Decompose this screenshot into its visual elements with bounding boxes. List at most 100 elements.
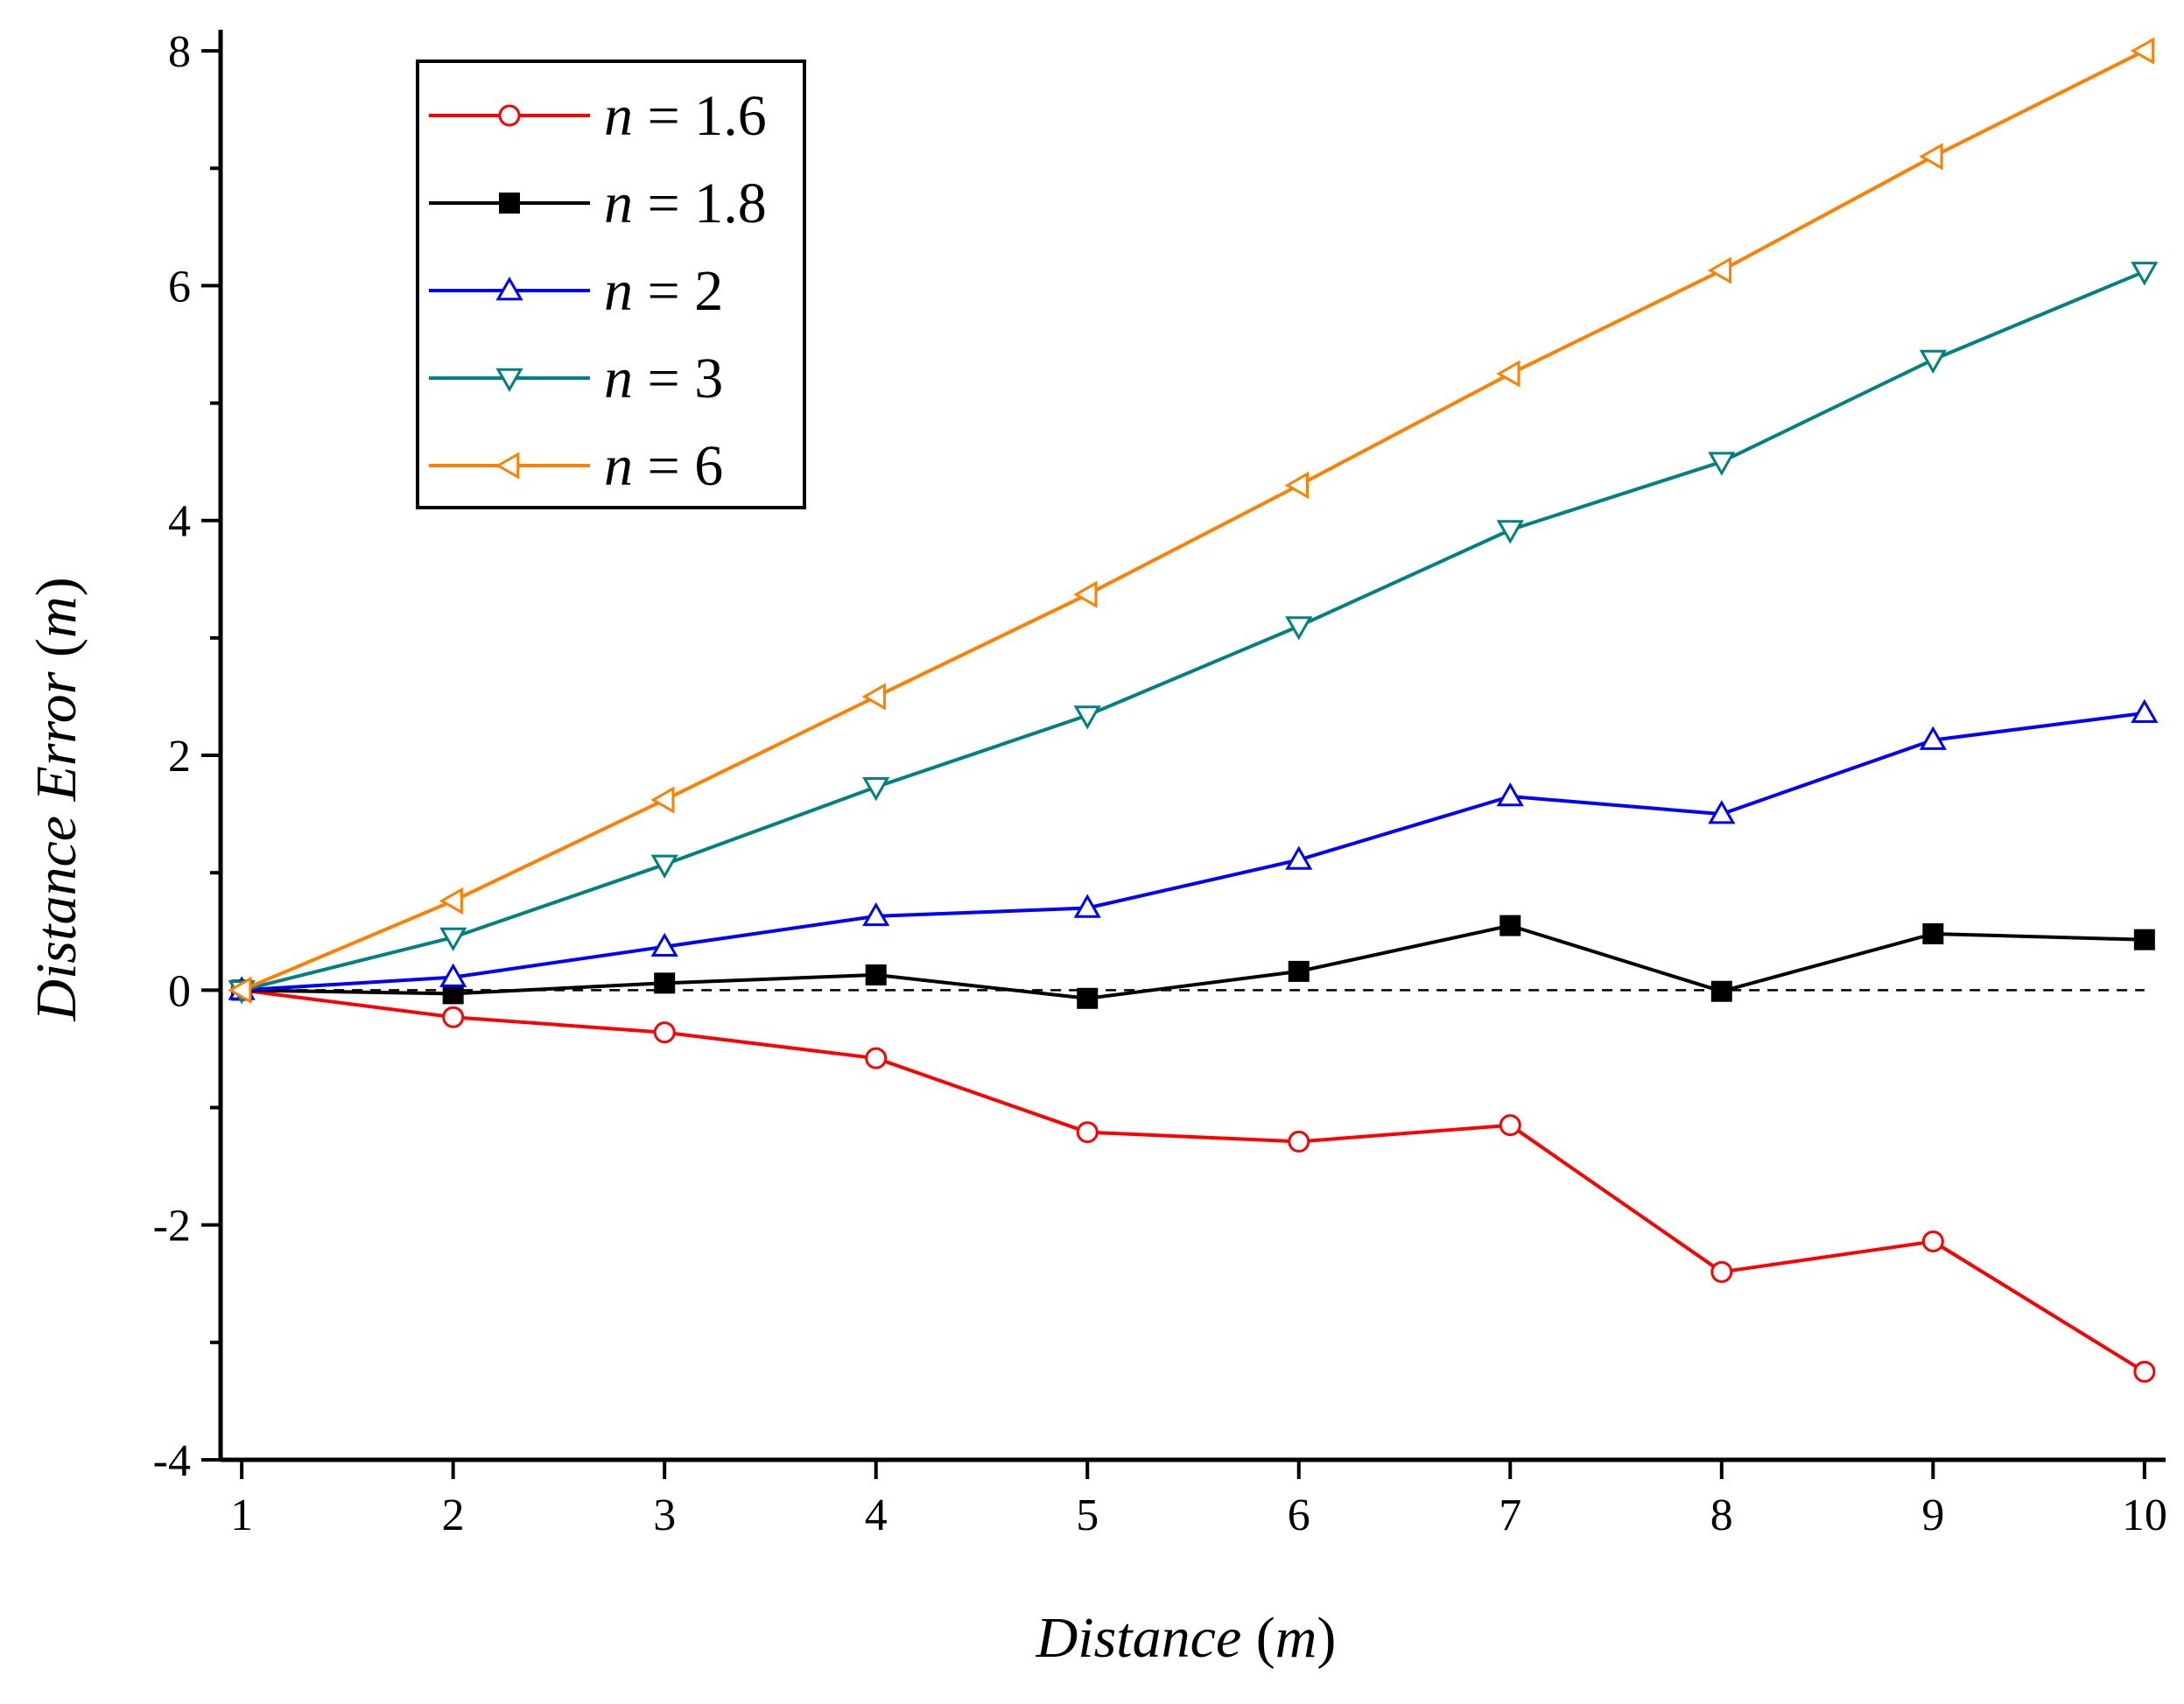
axes-group <box>218 30 2166 1462</box>
legend-label-variable: n <box>604 172 633 235</box>
y-tick-label: 6 <box>168 262 191 312</box>
series-5-line <box>241 49 2145 992</box>
series-5-point <box>1073 580 1098 608</box>
legend-label: n = 1.6 <box>604 84 767 148</box>
series-3-point <box>862 901 890 927</box>
legend-label: n = 1.8 <box>604 172 767 235</box>
series-5-point <box>228 976 252 1004</box>
legend-label-variable: n <box>604 84 633 148</box>
y-tick-label: 8 <box>168 27 191 77</box>
series-1-point <box>1076 1121 1099 1144</box>
series-5-point <box>1496 360 1520 388</box>
series-5-point <box>1707 256 1732 284</box>
y-axis-title-unit: m <box>25 596 88 638</box>
legend-label: n = 6 <box>604 434 723 498</box>
legend-marker <box>495 368 523 393</box>
legend-entry-3: n = 2 <box>429 259 723 323</box>
series-5 <box>228 37 2155 1004</box>
series-4-point <box>2131 262 2159 286</box>
series-3-point <box>1285 845 1313 870</box>
legend: n = 1.6n = 1.8n = 2n = 3n = 6 <box>416 60 806 509</box>
series-4-point <box>1073 705 1101 730</box>
series-4-point <box>1919 349 1947 374</box>
series-2-point <box>654 972 676 994</box>
legend-entry-5: n = 6 <box>429 434 723 498</box>
x-tick-label: 8 <box>1710 1490 1733 1540</box>
legend-marker <box>499 193 520 214</box>
y-tick-label: -4 <box>153 1436 191 1486</box>
x-tick-label: 4 <box>865 1490 888 1540</box>
series-3-line <box>242 711 2145 992</box>
series-3-point <box>1708 800 1736 824</box>
legend-label-value: = 2 <box>633 259 723 323</box>
x-tick-label: 7 <box>1499 1490 1521 1540</box>
legend-label-variable: n <box>604 434 633 498</box>
legend-box <box>416 60 806 509</box>
series-3 <box>228 698 2159 1000</box>
series-2-point <box>1922 922 1944 944</box>
y-axis-title-paren-close: ) <box>25 577 88 596</box>
series-5-point <box>1919 143 1943 171</box>
x-tick-label: 3 <box>653 1490 676 1540</box>
series-1-point <box>442 1006 465 1028</box>
series-4-point <box>862 777 890 802</box>
y-tick-label: -2 <box>153 1202 191 1252</box>
series-2-line <box>242 923 2145 1000</box>
series-5-point <box>1284 471 1310 500</box>
x-tick-label: 2 <box>442 1490 465 1540</box>
series-4-line <box>241 270 2145 992</box>
series-5-point <box>2130 37 2155 65</box>
x-tick-label: 1 <box>230 1490 253 1540</box>
legend-marker <box>495 452 520 480</box>
series-1-line <box>241 988 2145 1374</box>
x-axis-title-paren-close: ) <box>1317 1606 1336 1670</box>
legend-label-value: = 1.8 <box>633 172 767 235</box>
series-4-point <box>1496 520 1524 544</box>
series-1-point <box>653 1021 676 1044</box>
series-1-point <box>1288 1130 1310 1153</box>
y-axis-title-main: Distance Error <box>25 671 88 1021</box>
x-tick-label: 9 <box>1921 1490 1944 1540</box>
series-2-point <box>1288 960 1310 982</box>
legend-label-value: = 1.6 <box>633 84 767 148</box>
x-tick-label: 5 <box>1076 1490 1099 1540</box>
y-tick-label: 0 <box>168 966 191 1016</box>
series-1-point <box>1921 1230 1944 1252</box>
series-3-point <box>1073 894 1101 918</box>
series-5-point <box>650 786 675 814</box>
series-2 <box>231 915 2155 1009</box>
series-2-point <box>1077 987 1099 1009</box>
y-axis-title-paren-open: ( <box>25 638 88 671</box>
y-axis-title: Distance Error (m) <box>25 577 88 1021</box>
legend-entry-4: n = 3 <box>429 347 723 410</box>
series-4-point <box>1285 616 1313 641</box>
series-4-point <box>439 927 467 952</box>
series-1-point <box>2133 1360 2156 1383</box>
series-3-point <box>650 932 678 957</box>
series-5-point <box>439 887 463 915</box>
x-tick-label: 10 <box>2122 1490 2167 1540</box>
series-2-point <box>1710 980 1732 1002</box>
series-3-point <box>1496 782 1524 807</box>
series-3-point <box>439 963 467 987</box>
legend-label-value: = 3 <box>633 347 723 410</box>
series-group <box>228 37 2159 1383</box>
series-4-point <box>1708 452 1736 476</box>
series-2-point <box>2133 929 2155 950</box>
series-1-point <box>1499 1114 1521 1137</box>
series-1-point <box>1710 1260 1733 1283</box>
ticks-group: -4 -2 0 2 4 6 8 1 2 3 4 5 6 7 8 9 10 <box>153 27 2167 1540</box>
series-5-point <box>861 683 886 711</box>
series-4-point <box>650 854 678 879</box>
series-2-point <box>1499 915 1521 936</box>
series-2-point <box>865 964 887 985</box>
x-tick-label: 6 <box>1288 1490 1310 1540</box>
series-3-point <box>2131 698 2159 724</box>
series-1 <box>230 978 2156 1383</box>
legend-label-variable: n <box>604 259 633 323</box>
y-tick-label: 4 <box>168 497 191 547</box>
x-axis-title-paren-open: ( <box>1241 1606 1275 1670</box>
series-3-point <box>1919 726 1947 750</box>
